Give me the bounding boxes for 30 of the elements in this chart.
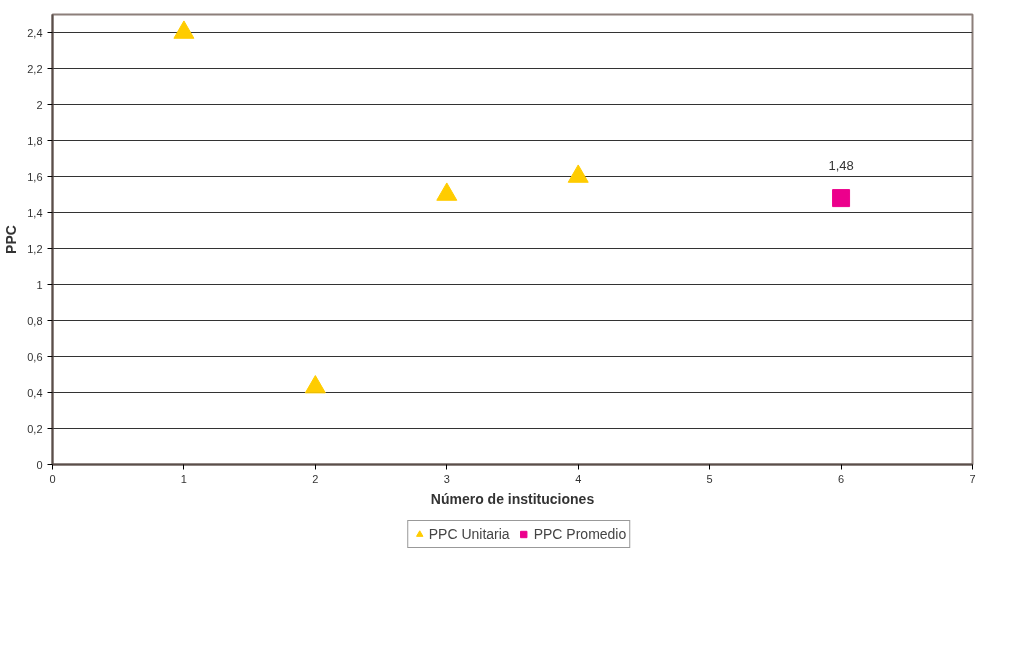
y-tick-label: 1,2 bbox=[27, 242, 43, 255]
y-tick-label: 1 bbox=[36, 278, 43, 291]
point bbox=[304, 375, 326, 394]
x-tick-label: 1 bbox=[180, 472, 187, 485]
y-tick-label: 0,8 bbox=[27, 314, 43, 327]
y-tick-label: 0 bbox=[36, 458, 43, 471]
x-axis-title: Número de instituciones bbox=[430, 490, 595, 507]
x-tick-label: 4 bbox=[575, 472, 582, 485]
y-tick-label: 1,4 bbox=[27, 206, 43, 219]
legend-label: PPC Unitaria bbox=[428, 526, 510, 542]
x-tick-label: 6 bbox=[838, 472, 845, 485]
data-label: 1,48 bbox=[828, 158, 854, 174]
point bbox=[436, 182, 458, 201]
x-tick-label: 5 bbox=[706, 472, 713, 485]
y-tick-label: 2 bbox=[36, 98, 43, 111]
x-tick-label: 2 bbox=[312, 472, 319, 485]
y-axis-title: PPC bbox=[3, 225, 20, 254]
y-tick-label: 1,6 bbox=[27, 170, 43, 183]
x-tick-label: 0 bbox=[49, 472, 56, 485]
y-tick-label: 0,6 bbox=[27, 350, 43, 363]
legend-label: PPC Promedio bbox=[533, 526, 627, 542]
point bbox=[173, 20, 195, 39]
y-tick-label: 0,2 bbox=[27, 422, 43, 435]
y-tick-label: 0,4 bbox=[27, 386, 43, 399]
y-tick-label: 2,4 bbox=[27, 26, 43, 39]
point bbox=[567, 164, 589, 183]
x-tick-label: 3 bbox=[443, 472, 450, 485]
x-tick-label: 7 bbox=[969, 472, 976, 485]
y-tick-label: 2,2 bbox=[27, 62, 43, 75]
y-tick-label: 1,8 bbox=[27, 134, 43, 147]
